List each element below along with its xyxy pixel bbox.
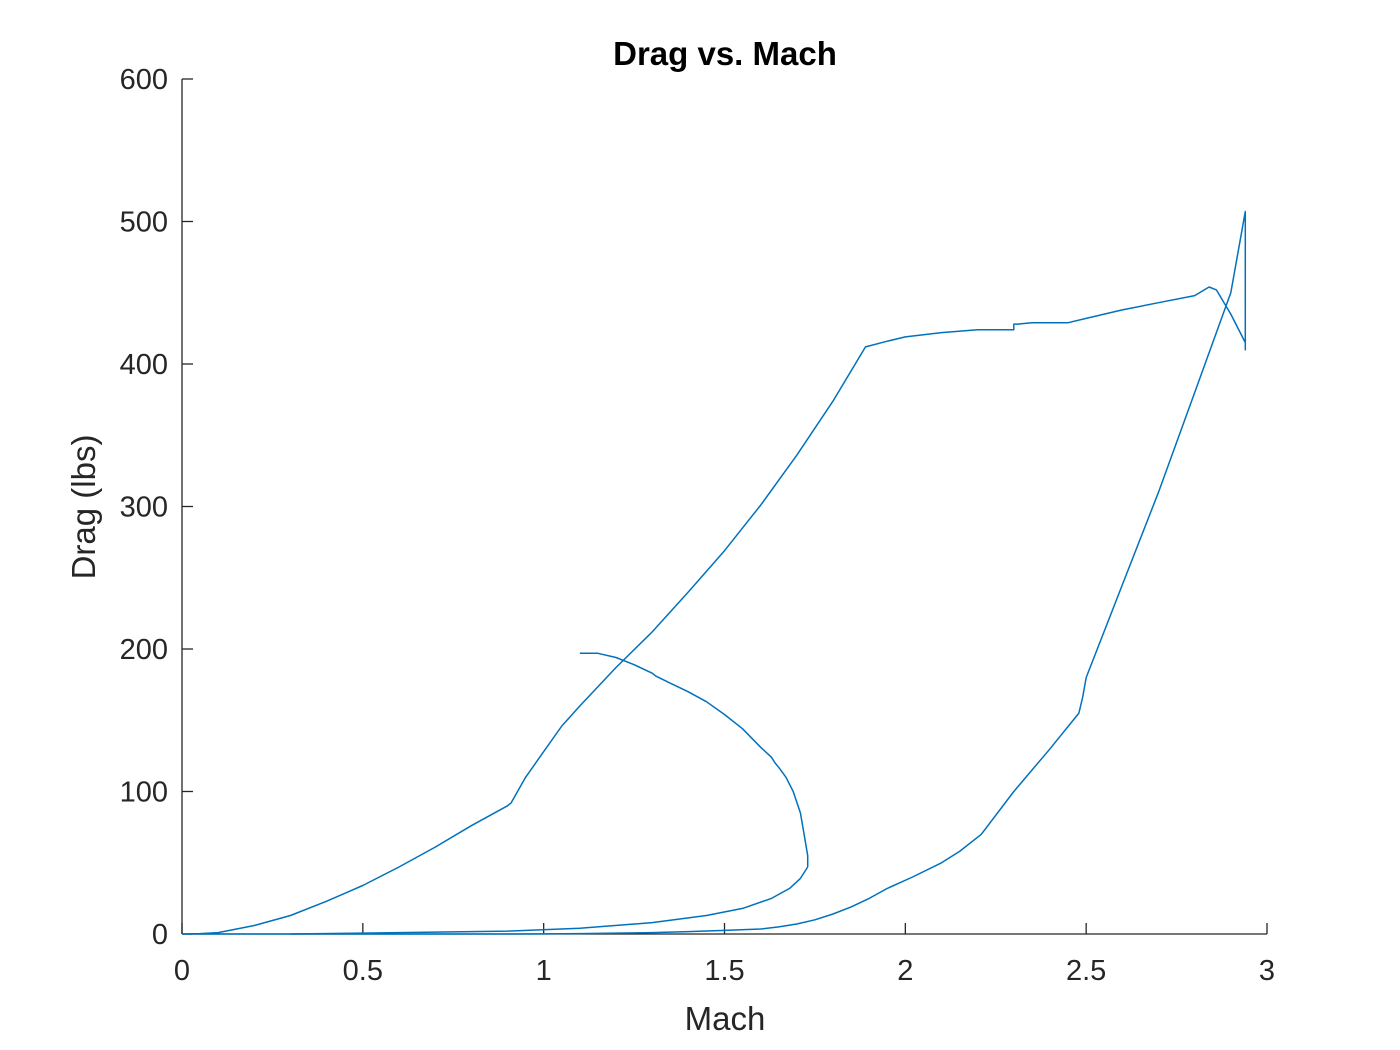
x-tick-label: 0.5	[343, 955, 383, 987]
x-tick-label: 1.5	[704, 955, 744, 987]
y-axis-ticks: 0 100 200 300 400 500 600	[120, 64, 193, 951]
y-axis-label: Drag (lbs)	[65, 435, 102, 580]
y-tick-label: 400	[120, 349, 168, 381]
series-line-3	[290, 866, 809, 935]
y-tick-label: 300	[120, 492, 168, 524]
y-tick-label: 0	[152, 919, 168, 951]
x-axis-ticks: 0 0.5 1 1.5 2 2.5 3	[174, 923, 1275, 987]
x-tick-label: 3	[1259, 955, 1275, 987]
series-line-2	[579, 652, 809, 867]
y-tick-label: 100	[120, 777, 168, 809]
x-tick-label: 0	[174, 955, 190, 987]
series-group	[181, 210, 1247, 935]
x-tick-label: 1	[536, 955, 552, 987]
x-tick-label: 2	[897, 955, 913, 987]
chart-title: Drag vs. Mach	[613, 35, 837, 72]
y-tick-label: 200	[120, 634, 168, 666]
x-tick-label: 2.5	[1066, 955, 1106, 987]
x-axis-label: Mach	[685, 1000, 766, 1037]
series-line-1	[181, 210, 1247, 935]
y-tick-label: 600	[120, 64, 168, 96]
y-tick-label: 500	[120, 207, 168, 239]
